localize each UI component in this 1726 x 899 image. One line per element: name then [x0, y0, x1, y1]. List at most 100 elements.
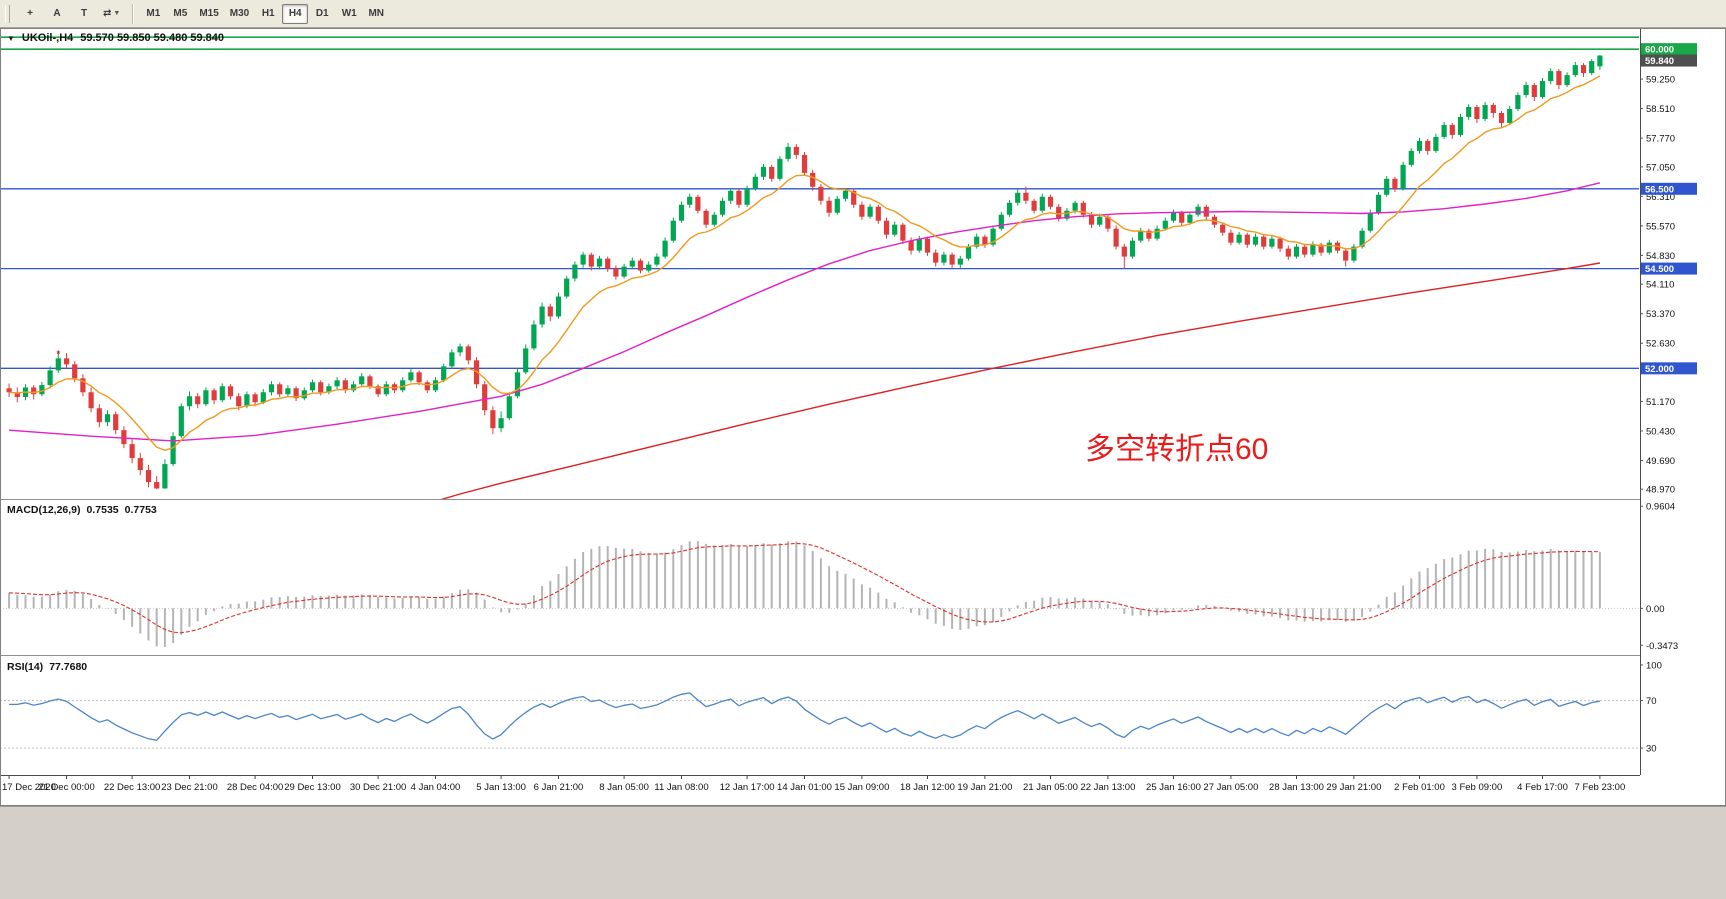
svg-text:51.170: 51.170 [1646, 397, 1675, 408]
ma-slow-line [433, 262, 1601, 501]
annotation-a-icon: A [53, 8, 61, 19]
svg-text:29 Dec 13:00: 29 Dec 13:00 [284, 782, 341, 793]
macd-indicator-label: MACD(12,26,9) 0.7535 0.7753 [7, 504, 157, 516]
toolbar-grip[interactable] [5, 4, 10, 23]
svg-text:56.500: 56.500 [1645, 184, 1674, 195]
crosshair-button[interactable]: + [17, 4, 43, 24]
toolbar-separator [132, 3, 134, 24]
svg-text:28 Dec 04:00: 28 Dec 04:00 [227, 782, 284, 793]
svg-text:7 Feb 23:00: 7 Feb 23:00 [1575, 782, 1626, 793]
svg-text:70: 70 [1646, 696, 1657, 707]
svg-text:2 Feb 01:00: 2 Feb 01:00 [1394, 782, 1445, 793]
macd-value-2: 0.7753 [124, 504, 157, 516]
svg-text:25 Jan 16:00: 25 Jan 16:00 [1146, 782, 1201, 793]
price-scale[interactable]: 59.250 58.510 57.770 57.050 56.310 55.570 54.8… [1640, 28, 1726, 806]
svg-text:59.250: 59.250 [1646, 75, 1675, 86]
svg-text:14 Jan 01:00: 14 Jan 01:00 [777, 782, 832, 793]
svg-text:30 Dec 21:00: 30 Dec 21:00 [350, 782, 407, 793]
timeframe-d1-button[interactable]: D1 [309, 4, 335, 24]
symbol-triangle-icon: ▼ [7, 34, 15, 43]
rsi-pane [0, 692, 1640, 749]
ma-fast-line [9, 75, 1601, 452]
svg-text:22 Dec 13:00: 22 Dec 13:00 [104, 782, 161, 793]
svg-text:-0.3473: -0.3473 [1646, 641, 1678, 652]
price-badge: 52.000 [1641, 362, 1697, 375]
annotation-a-button[interactable]: A [44, 4, 70, 24]
chart-ohlc-values: 59.570 59.850 59.480 59.840 [80, 32, 225, 44]
svg-text:8 Jan 05:00: 8 Jan 05:00 [599, 782, 649, 793]
macd-pane [0, 541, 1640, 648]
svg-text:49.690: 49.690 [1646, 456, 1675, 467]
price-badge: 56.500 [1641, 182, 1697, 195]
main-toolbar: + A T ⇄ ▼ M1 M5 M15 M30 H1 H4 D1 W1 MN [0, 0, 1726, 28]
svg-text:19 Jan 21:00: 19 Jan 21:00 [957, 782, 1012, 793]
main-pane: * [0, 36, 1639, 501]
chart-canvas[interactable]: * 59.250 58.510 57.770 57.050 56.310 55.570 54.… [0, 28, 1726, 806]
rsi-line [9, 692, 1601, 742]
rsi-value: 77.7680 [49, 661, 88, 673]
text-tool-button[interactable]: T [71, 4, 97, 24]
svg-text:11 Jan 08:00: 11 Jan 08:00 [654, 782, 708, 793]
svg-text:53.370: 53.370 [1646, 309, 1675, 320]
svg-text:18 Jan 12:00: 18 Jan 12:00 [900, 782, 955, 793]
price-badge: 59.840 [1641, 54, 1697, 67]
text-tool-icon: T [80, 8, 88, 19]
svg-text:6 Jan 21:00: 6 Jan 21:00 [534, 782, 584, 793]
ma-mid-line [9, 182, 1601, 442]
svg-text:59.840: 59.840 [1645, 56, 1674, 67]
macd-signal-line [9, 542, 1600, 634]
svg-text:57.770: 57.770 [1646, 134, 1675, 145]
timeframe-m5-button[interactable]: M5 [167, 4, 193, 24]
svg-text:28 Jan 13:00: 28 Jan 13:00 [1269, 782, 1324, 793]
svg-text:0.00: 0.00 [1646, 604, 1665, 615]
svg-text:48.970: 48.970 [1646, 485, 1675, 496]
timeframe-m1-button[interactable]: M1 [140, 4, 166, 24]
svg-text:29 Jan 21:00: 29 Jan 21:00 [1326, 782, 1381, 793]
svg-text:57.050: 57.050 [1646, 162, 1675, 173]
svg-text:58.510: 58.510 [1646, 104, 1675, 115]
svg-text:15 Jan 09:00: 15 Jan 09:00 [834, 782, 889, 793]
candles [6, 55, 1603, 490]
macd-name: MACD(12,26,9) [7, 504, 81, 516]
timeframe-h1-button[interactable]: H1 [255, 4, 281, 24]
svg-text:23 Dec 21:00: 23 Dec 21:00 [161, 782, 218, 793]
svg-text:52.000: 52.000 [1645, 364, 1674, 375]
price-badge: 54.500 [1641, 262, 1697, 275]
svg-text:27 Jan 05:00: 27 Jan 05:00 [1203, 782, 1258, 793]
chart-title: ▼ UKOil-,H4 59.570 59.850 59.480 59.840 [7, 32, 224, 44]
timeframe-group: M1 M5 M15 M30 H1 H4 D1 W1 MN [140, 3, 389, 24]
svg-text:52.630: 52.630 [1646, 339, 1675, 350]
timeframe-m30-button[interactable]: M30 [225, 4, 254, 24]
workspace-background [0, 806, 1726, 899]
timeframe-h4-button[interactable]: H4 [282, 3, 309, 24]
chart-symbol-label: UKOil-,H4 [21, 32, 74, 44]
svg-text:17 Dec 2020: 17 Dec 2020 [2, 782, 56, 793]
rsi-name: RSI(14) [7, 661, 44, 673]
svg-text:60.000: 60.000 [1645, 45, 1674, 56]
timeframe-m15-button[interactable]: M15 [194, 4, 223, 24]
svg-text:30: 30 [1646, 744, 1657, 755]
tools-group: + A T ⇄ ▼ [17, 4, 125, 24]
svg-text:54.110: 54.110 [1646, 280, 1674, 291]
macd-value-1: 0.7535 [86, 504, 119, 516]
svg-text:21 Jan 05:00: 21 Jan 05:00 [1023, 782, 1078, 793]
svg-text:54.830: 54.830 [1646, 251, 1675, 262]
timeframe-mn-button[interactable]: MN [363, 4, 389, 24]
svg-text:5 Jan 13:00: 5 Jan 13:00 [476, 782, 526, 793]
cycle-tool-icon: ⇄ [103, 8, 112, 19]
caret-down-icon: ▼ [113, 10, 121, 17]
annotation-text: 多空转折点60 [1085, 433, 1269, 466]
cycle-tool-button[interactable]: ⇄ ▼ [98, 4, 125, 24]
svg-text:*: * [56, 349, 60, 360]
price-badge: 60.000 [1641, 43, 1697, 56]
svg-text:3 Feb 09:00: 3 Feb 09:00 [1452, 782, 1503, 793]
svg-text:54.500: 54.500 [1645, 264, 1674, 275]
chart-window[interactable]: * 59.250 58.510 57.770 57.050 56.310 55.570 54.… [0, 28, 1726, 806]
svg-text:56.310: 56.310 [1646, 192, 1675, 203]
svg-text:21 Dec 00:00: 21 Dec 00:00 [38, 782, 95, 793]
svg-text:4 Jan 04:00: 4 Jan 04:00 [411, 782, 461, 793]
svg-text:12 Jan 17:00: 12 Jan 17:00 [720, 782, 775, 793]
svg-text:50.430: 50.430 [1646, 426, 1675, 437]
timeframe-w1-button[interactable]: W1 [336, 4, 362, 24]
